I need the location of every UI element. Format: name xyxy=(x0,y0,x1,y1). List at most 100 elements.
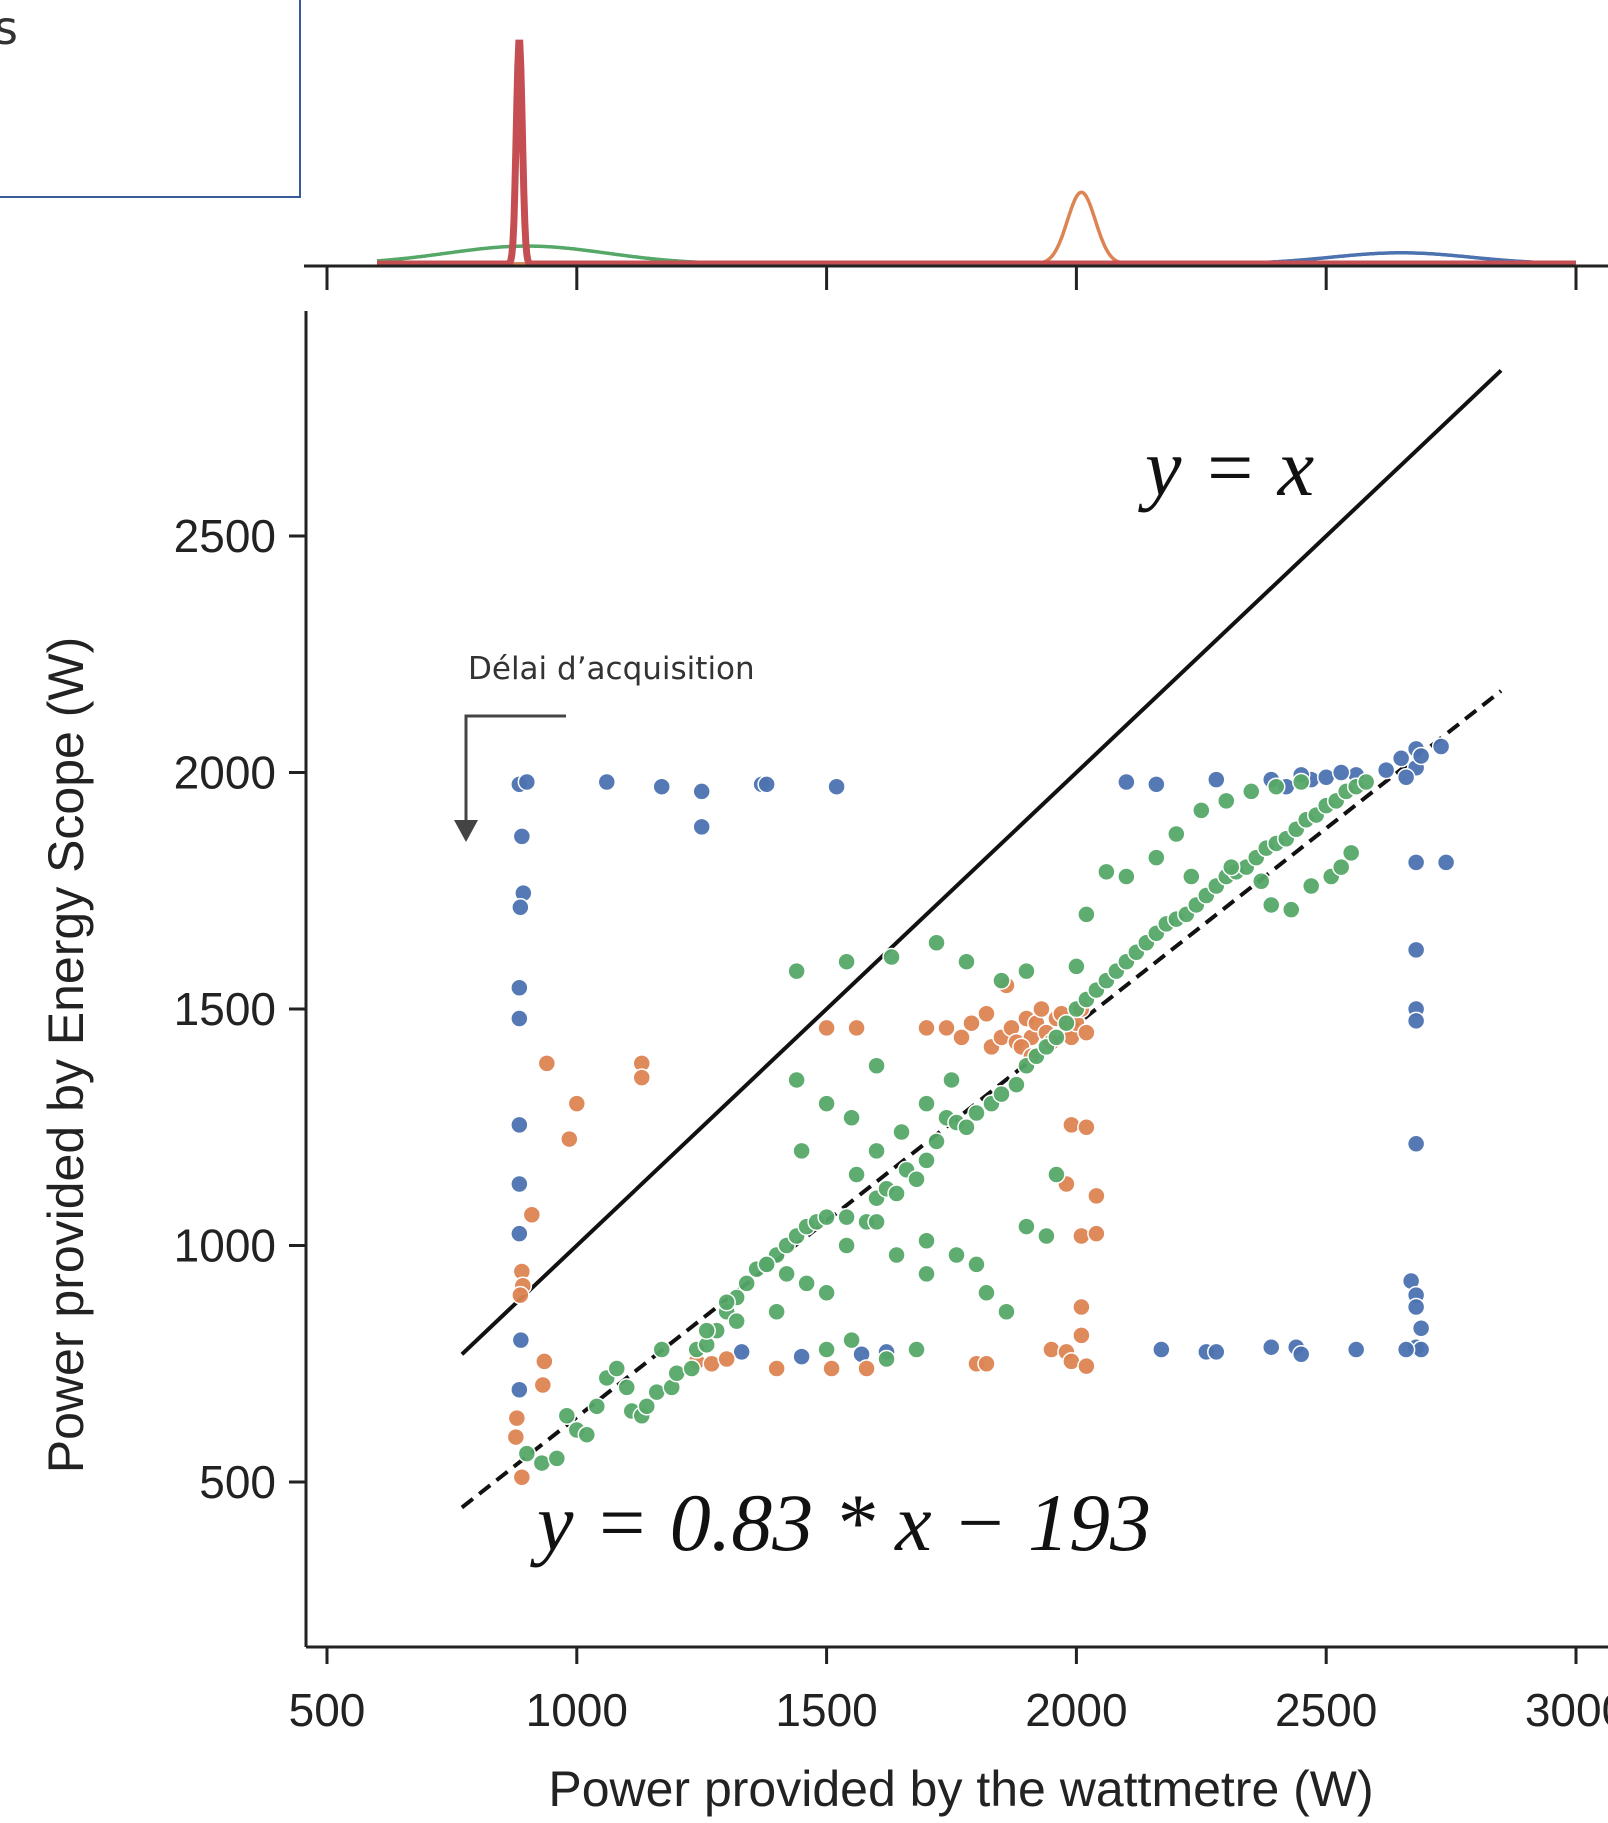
main-axes xyxy=(304,311,1608,1649)
green-point xyxy=(607,1359,627,1378)
green-point xyxy=(942,1070,961,1090)
blue-point xyxy=(1376,760,1396,780)
blue-point xyxy=(1431,737,1451,756)
acquisition-delay-text: Délai d’acquisition xyxy=(468,651,755,687)
green-point xyxy=(887,1245,906,1265)
green-point xyxy=(727,1311,746,1331)
green-point xyxy=(1077,905,1096,924)
orange-point xyxy=(717,1349,736,1369)
blue-point xyxy=(652,777,671,796)
green-point xyxy=(917,1264,936,1284)
x-tick-label: 1500 xyxy=(775,1684,877,1736)
x-tick-label: 2500 xyxy=(1275,1684,1377,1736)
green-point xyxy=(1291,772,1311,792)
orange-point xyxy=(1077,1356,1096,1376)
orange-point xyxy=(507,1408,527,1428)
green-point xyxy=(917,1231,936,1251)
blue-point xyxy=(511,898,530,917)
green-point xyxy=(617,1378,637,1397)
orange-point xyxy=(1032,999,1051,1019)
green-point xyxy=(1252,872,1271,891)
green-point xyxy=(917,1094,936,1113)
green-point xyxy=(817,1094,836,1113)
green-point xyxy=(697,1321,716,1340)
green-point xyxy=(777,1264,796,1284)
blue-point xyxy=(1152,1340,1171,1359)
y-axis-label: Power provided by Energy Scope (W) xyxy=(38,637,94,1473)
orange-point xyxy=(917,1018,936,1038)
blue-point xyxy=(597,772,617,792)
green-point xyxy=(867,1141,886,1161)
blue-point xyxy=(1207,1342,1226,1362)
blue-point xyxy=(510,1224,529,1243)
x-axis-label: Power provided by the wattmetre (W) xyxy=(548,1761,1373,1817)
regression-line-label: y = 0.83 * x − 193 xyxy=(530,1477,1151,1568)
green-point xyxy=(797,1274,816,1293)
x-tick-label: 1000 xyxy=(526,1684,628,1736)
blue-point xyxy=(510,1115,529,1135)
green-point xyxy=(837,1207,856,1227)
orange-point xyxy=(1077,1023,1096,1042)
orange-point xyxy=(822,1359,841,1378)
regression-line xyxy=(460,689,1503,1510)
blue-point xyxy=(1291,1345,1311,1364)
orange-point xyxy=(560,1129,579,1149)
blue-point xyxy=(1331,763,1351,782)
green-point xyxy=(867,1212,886,1232)
green-point xyxy=(957,1118,976,1137)
legend-box xyxy=(0,0,301,198)
green-point xyxy=(957,952,976,971)
blue-point xyxy=(1436,853,1456,872)
blue-point xyxy=(512,827,532,846)
orange-point xyxy=(817,1018,836,1038)
blue-point xyxy=(1406,1134,1426,1154)
orange-point xyxy=(632,1068,651,1087)
green-point xyxy=(1217,791,1236,811)
green-point xyxy=(757,1255,776,1274)
green-point xyxy=(1037,1226,1056,1246)
green-point xyxy=(907,1170,926,1189)
green-point xyxy=(787,1070,806,1090)
blue-point xyxy=(1406,1011,1426,1031)
green-point xyxy=(1281,900,1301,919)
scatter-points xyxy=(506,737,1456,1487)
green-point xyxy=(817,1283,836,1303)
green-point xyxy=(847,1165,866,1184)
green-point xyxy=(997,1302,1016,1321)
y-tick-label: 500 xyxy=(199,1456,276,1508)
orange-point xyxy=(512,1468,532,1487)
x-tick-label: 2000 xyxy=(1025,1684,1127,1736)
red-kde-curve xyxy=(377,39,1576,268)
blue-point xyxy=(1346,1340,1366,1359)
blue-point xyxy=(1391,749,1411,768)
blue-point xyxy=(792,1347,811,1366)
green-point xyxy=(1017,961,1036,981)
orange-point xyxy=(857,1359,876,1378)
orange-point xyxy=(937,1018,956,1038)
blue-point xyxy=(692,817,711,837)
green-point xyxy=(842,1330,861,1350)
green-point xyxy=(652,1340,671,1359)
green-point xyxy=(947,1245,966,1265)
orange-point xyxy=(767,1359,786,1378)
green-point xyxy=(1047,1028,1066,1047)
orange-point xyxy=(1072,1226,1091,1246)
green-point xyxy=(1356,772,1376,792)
green-point xyxy=(1222,857,1241,877)
green-point xyxy=(587,1397,607,1416)
orange-point xyxy=(533,1375,553,1395)
green-point xyxy=(887,1184,906,1203)
green-point xyxy=(1331,857,1351,877)
identity-line xyxy=(460,368,1503,1356)
green-point xyxy=(1167,824,1186,844)
blue-point xyxy=(1406,940,1426,960)
green-point xyxy=(1301,876,1321,896)
orange-point xyxy=(511,1285,530,1305)
green-point xyxy=(1242,782,1261,801)
green-point xyxy=(877,1349,896,1369)
orange-point xyxy=(962,1013,981,1033)
green-point xyxy=(837,952,856,971)
reference-lines xyxy=(460,368,1503,1510)
acquisition-delay-arrow xyxy=(464,714,566,824)
green-point xyxy=(992,1084,1011,1104)
